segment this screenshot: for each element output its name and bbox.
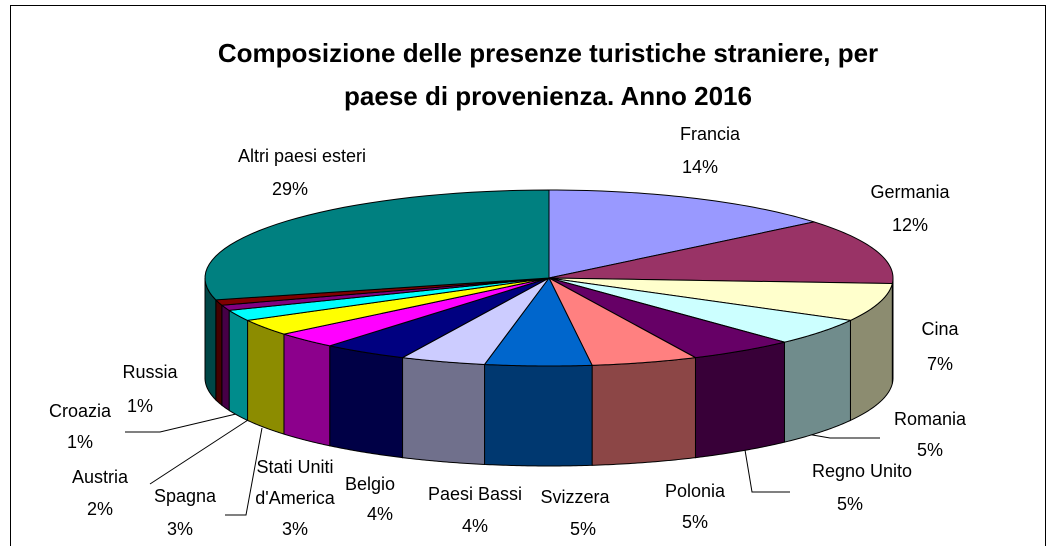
pie-side	[215, 298, 223, 407]
pie-slice	[245, 277, 550, 335]
chart-title: Composizione delle presenze turistiche s…	[218, 38, 878, 111]
leader-line	[225, 427, 263, 516]
pie-side	[694, 341, 785, 459]
data-label-name: Stati Uniti d'America	[255, 457, 335, 508]
data-label-name: Cina	[921, 319, 959, 339]
data-label-value: 3%	[167, 519, 193, 539]
data-label-name: Altri paesi esteri	[238, 146, 366, 166]
pie-slice	[281, 277, 550, 347]
pie-side	[329, 345, 404, 459]
pie-slice	[548, 221, 894, 285]
data-label-name: Romania	[894, 409, 967, 429]
leader-line	[149, 419, 249, 485]
pie-slice	[548, 277, 853, 343]
pie-side	[221, 304, 230, 412]
data-label-name: Svizzera	[540, 487, 610, 507]
pie-side	[591, 357, 696, 466]
data-label-name: Regno Unito	[812, 461, 912, 481]
pie-slice	[548, 277, 785, 359]
data-label-name: Croazia	[49, 401, 112, 421]
data-label-value: 2%	[87, 499, 113, 519]
data-label-name: Germania	[870, 182, 950, 202]
pie-slice	[483, 277, 593, 367]
data-label-name: Polonia	[665, 481, 726, 501]
leader-line	[125, 413, 237, 433]
data-label-name: Russia	[122, 362, 178, 382]
data-label-value: 1%	[127, 396, 153, 416]
pie-side	[283, 333, 331, 447]
data-label-value: 5%	[682, 512, 708, 532]
pie-slice	[220, 277, 550, 311]
data-label-value: 29%	[272, 179, 308, 199]
pie-side	[228, 309, 249, 422]
data-label-name: Belgio	[345, 474, 395, 494]
data-label-value: 5%	[570, 519, 596, 539]
pie-slice	[227, 277, 550, 321]
data-label-name: Francia	[680, 124, 741, 144]
pie-slice	[548, 189, 815, 279]
pie-side	[247, 319, 285, 435]
chart-border	[10, 5, 1046, 546]
pie-slice	[400, 277, 550, 365]
pie-slice	[204, 189, 550, 301]
leader-line	[744, 449, 790, 493]
data-label-value: 5%	[917, 440, 943, 460]
data-label-value: 3%	[282, 519, 308, 539]
pie-slice	[548, 277, 893, 321]
pie-slice	[214, 277, 550, 306]
data-label-value: 14%	[682, 157, 718, 177]
pie-slice	[547, 276, 698, 366]
pie-side	[484, 363, 593, 467]
data-label-name: Paesi Bassi	[428, 484, 522, 504]
data-label-value: 4%	[367, 504, 393, 524]
data-label-value: 1%	[67, 432, 93, 452]
data-label-value: 5%	[837, 494, 863, 514]
data-label-value: 4%	[462, 516, 488, 536]
data-label-name: Austria	[72, 467, 129, 487]
data-label-value: 12%	[892, 215, 928, 235]
data-label-value: 7%	[927, 354, 953, 374]
pie-side	[402, 357, 486, 465]
data-label-name: Spagna	[154, 486, 217, 506]
pie-slice	[327, 277, 550, 359]
